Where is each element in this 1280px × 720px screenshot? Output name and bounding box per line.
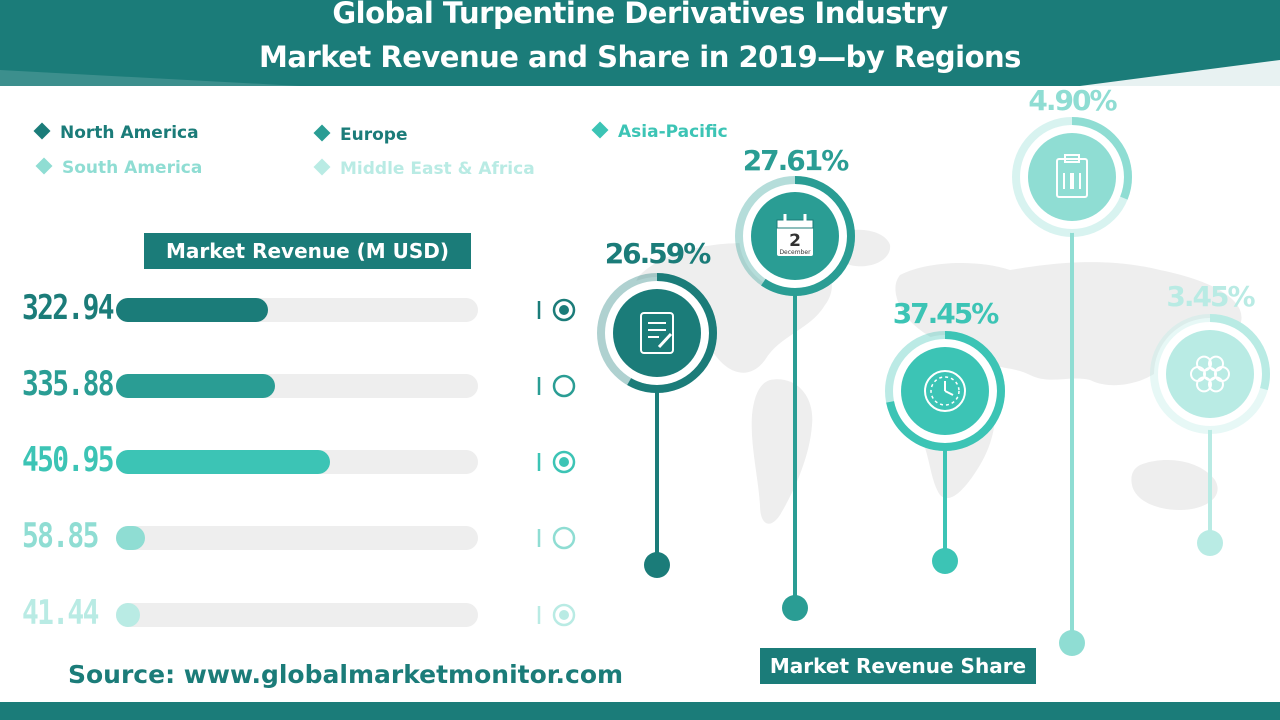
legend-item-north-america: North America (33, 122, 199, 143)
bar-track (116, 450, 478, 474)
share-pin: 4.90% (1012, 84, 1132, 656)
header-banner: Global Turpentine Derivatives Industry M… (0, 0, 1280, 86)
row-marker-icon (537, 298, 576, 322)
legend-label: South America (62, 158, 203, 178)
share-pin: 26.59% (597, 237, 717, 578)
bar-value-label: 322.94 (22, 288, 115, 328)
bar-track (116, 603, 478, 627)
chart-title-line-2: Market Revenue and Share in 2019—by Regi… (259, 40, 1021, 74)
share-disc (613, 289, 701, 377)
share-value-label: 4.90% (1028, 84, 1117, 117)
document-pen-icon (640, 312, 674, 354)
share-ring-arc (885, 331, 1005, 451)
header-decoration (0, 60, 1280, 86)
calendar-day-label: 2 (789, 231, 801, 251)
share-value-label: 3.45% (1166, 280, 1255, 313)
legend-diamond-icon (33, 122, 51, 140)
pin-end-dot (1059, 630, 1085, 656)
bar-track (116, 298, 478, 322)
bar-value-label: 41.44 (22, 593, 99, 633)
share-value-label: 26.59% (605, 237, 712, 270)
flower-icon (1190, 355, 1230, 393)
bar-track (116, 374, 478, 398)
calendar-month-label: December (779, 249, 811, 256)
share-chart-title: Market Revenue Share (760, 648, 1036, 684)
pin-end-dot (1197, 530, 1223, 556)
legend-label: North America (60, 123, 199, 143)
share-value-label: 27.61% (743, 144, 850, 177)
bar-track (116, 526, 478, 550)
legend-item-europe: Europe (313, 124, 408, 145)
bar (116, 374, 276, 398)
row-marker-icon (537, 450, 576, 474)
clock-icon (924, 370, 966, 412)
share-ring-arc (597, 273, 717, 393)
bar-value-label: 450.95 (22, 440, 115, 480)
share-ring-arc (1012, 117, 1132, 237)
source-note: Source: www.globalmarketmonitor.com (68, 660, 624, 689)
pin-end-dot (932, 548, 958, 574)
pin-end-dot (782, 595, 808, 621)
bar (116, 298, 269, 322)
legend-label: Middle East & Africa (340, 159, 535, 179)
legend-diamond-icon (313, 124, 331, 142)
share-ring-arc (1150, 314, 1270, 434)
bar (116, 450, 330, 474)
legend-diamond-icon (35, 157, 53, 175)
legend-item-south-america: South America (35, 157, 203, 178)
bar (116, 526, 145, 550)
legend-label: Asia-Pacific (618, 122, 728, 142)
legend-label: Europe (340, 125, 408, 145)
legend-item-asia-pacific: Asia-Pacific (591, 121, 728, 142)
share-pin: 37.45% (885, 297, 1005, 574)
legend-diamond-icon (313, 158, 331, 176)
bar (116, 603, 140, 627)
bar-value-label: 58.85 (22, 516, 99, 556)
calendar-icon (776, 214, 814, 256)
share-ring-arc (735, 176, 855, 296)
row-marker-icon (537, 374, 576, 398)
legend-item-middle-east-africa: Middle East & Africa (313, 158, 535, 179)
revenue-chart-title: Market Revenue (M USD) (144, 233, 471, 269)
row-marker-icon (537, 603, 576, 627)
chart-title-line-1: Global Turpentine Derivatives Industry (332, 0, 948, 30)
clipboard-pencil-icon (1056, 154, 1088, 198)
share-disc (1166, 330, 1254, 418)
footer-bar (0, 702, 1280, 720)
row-marker-icon (537, 526, 576, 550)
share-pin: 3.45% (1150, 280, 1270, 556)
pin-end-dot (644, 552, 670, 578)
share-value-label: 37.45% (893, 297, 1000, 330)
bar-value-label: 335.88 (22, 364, 115, 404)
